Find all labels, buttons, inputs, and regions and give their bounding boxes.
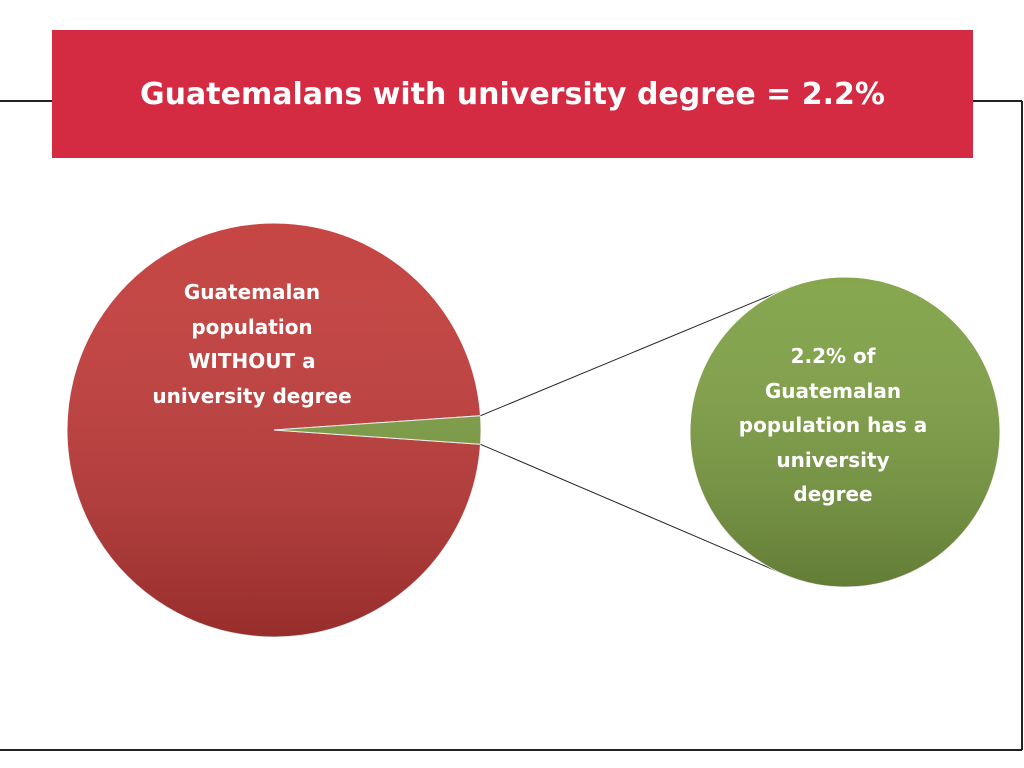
slide-frame: [0, 100, 1023, 751]
data-label: Guatemalan population WITHOUT a universi…: [152, 280, 352, 408]
chart-title: Guatemalans with university degree = 2.2…: [52, 30, 973, 158]
data-label: 2.2% of Guatemalan population has a univ…: [738, 343, 928, 506]
